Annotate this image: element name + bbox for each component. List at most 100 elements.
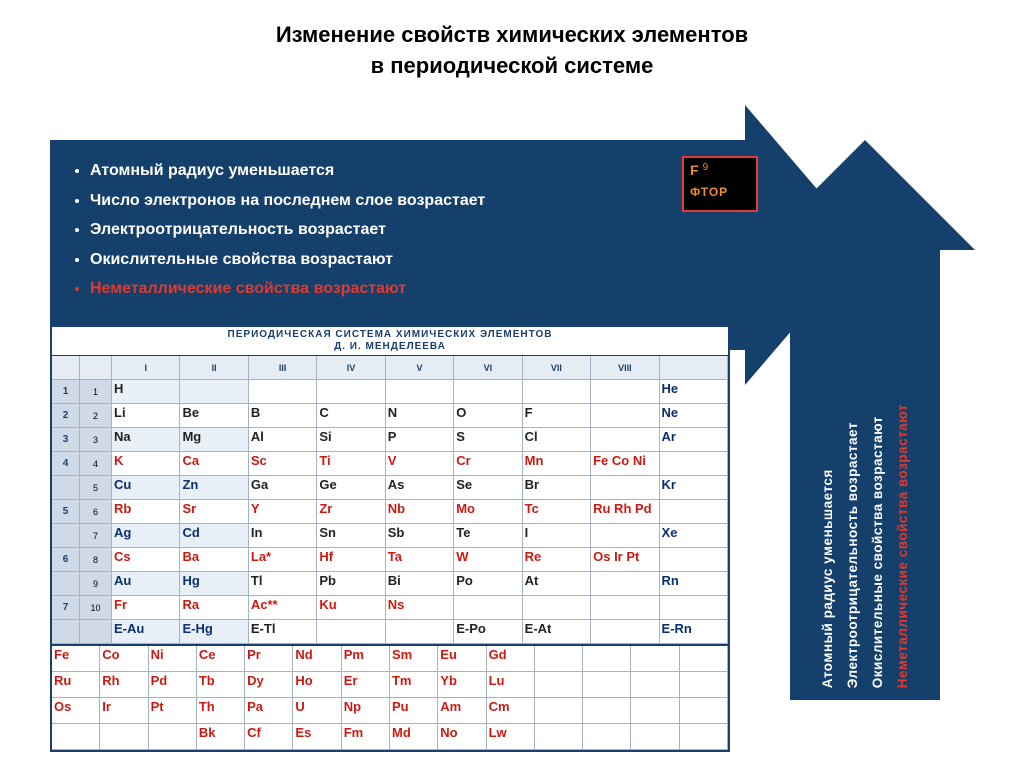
pt-row-number <box>80 620 112 644</box>
pt-element-cell <box>660 548 728 572</box>
fluorine-callout: F9 ФТОР <box>682 156 758 212</box>
pt-element-cell: Ns <box>386 596 454 620</box>
pt-extra-cell <box>535 672 583 698</box>
pt-element-cell: Ar <box>660 428 728 452</box>
element-symbol: Dy <box>247 673 290 688</box>
element-symbol: Br <box>525 477 588 492</box>
element-symbol: Xe <box>662 525 725 540</box>
pt-period-number: 4 <box>52 452 80 476</box>
pt-extra-cell <box>680 698 728 724</box>
pt-element-cell: Sc <box>249 452 317 476</box>
pt-period-number <box>52 620 80 644</box>
periodic-table-grid: IIIIIIIVVVIVIIVIII11H He 22Li Be B C N O… <box>52 356 728 644</box>
pt-extra-cell: Cf <box>245 724 293 750</box>
element-symbol: Er <box>344 673 387 688</box>
pt-caption-l1: ПЕРИОДИЧЕСКАЯ СИСТЕМА ХИМИЧЕСКИХ ЭЛЕМЕНТ… <box>228 329 553 340</box>
pt-extra-row: OsIrPtThPaUNpPuAmCm <box>52 698 728 724</box>
element-symbol: Ar <box>662 429 725 444</box>
element-symbol: Zn <box>182 477 245 492</box>
element-symbol: Rb <box>114 501 177 516</box>
pt-extra-cell: U <box>293 698 341 724</box>
element-symbol: Si <box>319 429 382 444</box>
pt-element-cell: Os Ir Pt <box>591 548 659 572</box>
element-symbol: Tl <box>251 573 314 588</box>
element-symbol: E-Po <box>456 621 519 636</box>
pt-extra-cell <box>631 646 679 672</box>
pt-element-cell <box>249 380 317 404</box>
vertical-text-line: Окислительные свойства возрастают <box>870 404 885 688</box>
element-symbol: Pu <box>392 699 435 714</box>
pt-element-cell: Sr <box>180 500 248 524</box>
pt-period-number: 5 <box>52 500 80 524</box>
element-symbol: Ce <box>199 647 242 662</box>
element-symbol: Fm <box>344 725 387 740</box>
pt-element-cell: O <box>454 404 522 428</box>
pt-element-cell: Xe <box>660 524 728 548</box>
pt-period-number <box>52 572 80 596</box>
pt-col-header: IV <box>317 356 385 380</box>
pt-element-cell <box>591 476 659 500</box>
pt-element-cell: E-Po <box>454 620 522 644</box>
pt-extra-cell <box>583 724 631 750</box>
element-symbol: Ti <box>319 453 382 468</box>
pt-element-cell: Al <box>249 428 317 452</box>
pt-element-cell: Ge <box>317 476 385 500</box>
element-symbol: Mn <box>525 453 588 468</box>
periodic-table-caption: ПЕРИОДИЧЕСКАЯ СИСТЕМА ХИМИЧЕСКИХ ЭЛЕМЕНТ… <box>52 327 728 356</box>
pt-extra-cell <box>100 724 148 750</box>
element-symbol: Be <box>182 405 245 420</box>
pt-extra-cell <box>583 698 631 724</box>
element-symbol: Se <box>456 477 519 492</box>
element-symbol: Hf <box>319 549 382 564</box>
fluorine-name: ФТОР <box>690 185 750 199</box>
pt-row-number: 1 <box>80 380 112 404</box>
pt-extra-cell: Am <box>438 698 486 724</box>
element-symbol: Pb <box>319 573 382 588</box>
pt-element-cell <box>591 380 659 404</box>
pt-element-cell: Au <box>112 572 180 596</box>
pt-element-cell: Hg <box>180 572 248 596</box>
pt-element-cell <box>317 620 385 644</box>
pt-extra-cell: Gd <box>487 646 535 672</box>
pt-extra-cell: Np <box>342 698 390 724</box>
element-symbol: O <box>456 405 519 420</box>
element-symbol: Ac** <box>251 597 314 612</box>
pt-element-cell <box>591 620 659 644</box>
pt-col-header <box>52 356 80 380</box>
pt-element-cell: F <box>523 404 591 428</box>
vertical-text-line: Неметаллические свойства возрастают <box>895 404 910 688</box>
pt-extra-cell <box>631 724 679 750</box>
pt-extra-cell <box>535 698 583 724</box>
pt-extra-cell: Yb <box>438 672 486 698</box>
pt-row-number: 9 <box>80 572 112 596</box>
pt-extra-cell: Bk <box>197 724 245 750</box>
element-symbol: Eu <box>440 647 483 662</box>
pt-row-number: 2 <box>80 404 112 428</box>
element-symbol: Es <box>295 725 338 740</box>
pt-element-cell <box>660 452 728 476</box>
pt-element-cell: Ta <box>386 548 454 572</box>
pt-element-cell: Ra <box>180 596 248 620</box>
pt-extra-cell <box>631 698 679 724</box>
element-symbol: Lu <box>489 673 532 688</box>
pt-element-cell: Zr <box>317 500 385 524</box>
element-symbol: Ta <box>388 549 451 564</box>
pt-element-cell <box>386 620 454 644</box>
pt-col-header <box>660 356 728 380</box>
pt-extra-row: BkCfEsFmMdNoLw <box>52 724 728 750</box>
pt-element-cell: E-Rn <box>660 620 728 644</box>
pt-element-cell: S <box>454 428 522 452</box>
pt-element-cell: Ba <box>180 548 248 572</box>
pt-row-number: 10 <box>80 596 112 620</box>
title-line2: в периодической системе <box>371 53 654 78</box>
pt-element-cell <box>523 380 591 404</box>
pt-element-cell: Li <box>112 404 180 428</box>
pt-element-cell: K <box>112 452 180 476</box>
pt-element-cell: Cs <box>112 548 180 572</box>
pt-element-cell: Ca <box>180 452 248 476</box>
pt-element-cell: He <box>660 380 728 404</box>
pt-extra-cell: Es <box>293 724 341 750</box>
element-symbol: Na <box>114 429 177 444</box>
pt-extra-cell: Ho <box>293 672 341 698</box>
element-symbol: Sc <box>251 453 314 468</box>
